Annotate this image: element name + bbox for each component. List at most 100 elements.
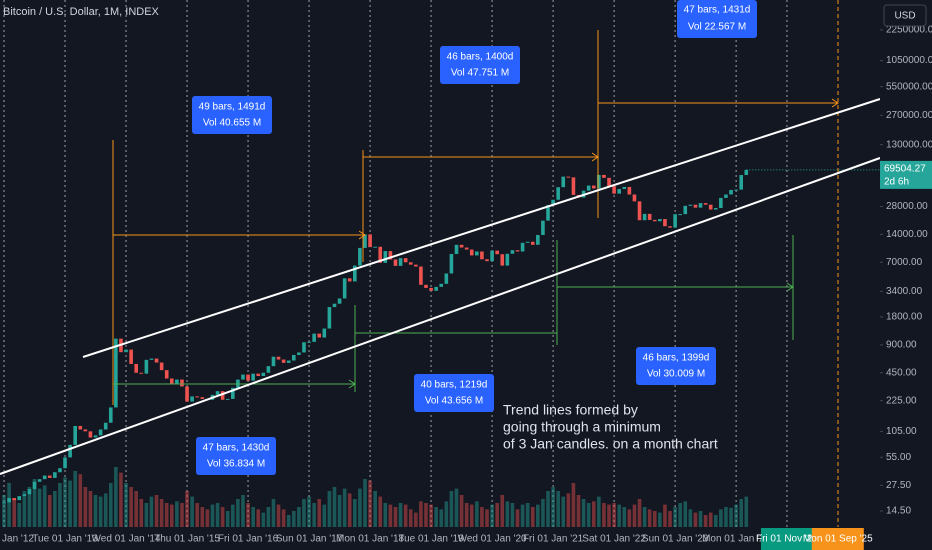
candle-body (32, 481, 37, 490)
candle-body (383, 251, 388, 263)
candle-body (261, 372, 266, 377)
y-tick-label: 130000.00 (886, 139, 932, 150)
measure-volume: Vol 36.834 M (207, 459, 265, 470)
candle-body (429, 287, 433, 291)
volume-bar (419, 501, 423, 527)
candle-body (27, 489, 32, 495)
volume-bar (297, 507, 301, 527)
candle-body (195, 396, 200, 398)
candle-body (561, 176, 566, 188)
last-price-tag (880, 160, 932, 189)
x-tick-label: Fri 01 Jan '16 (218, 534, 279, 545)
candle-body (525, 241, 530, 243)
volume-bar (658, 512, 662, 527)
volume-bar (403, 504, 408, 527)
x-tick-label: Tue 01 Jan '19 (398, 534, 464, 545)
currency-label[interactable]: USD (894, 11, 915, 22)
volume-bar (622, 507, 627, 527)
candle-body (159, 362, 164, 371)
volume-bar (276, 504, 281, 527)
volume-bar (286, 515, 291, 527)
volume-bar (469, 504, 474, 527)
volume-bar (485, 509, 489, 527)
volume-bar (363, 479, 367, 527)
volume-bar (505, 501, 510, 527)
x-tick-highlight (760, 528, 813, 550)
candle-body (78, 425, 83, 430)
candle-body (98, 429, 103, 436)
candle-body (419, 266, 423, 285)
x-tick-label: Tue 01 Jan '13 (32, 534, 98, 545)
candle-body (322, 328, 327, 338)
candle-body (708, 204, 713, 210)
candle-body (103, 422, 108, 430)
trend-line (82, 98, 881, 358)
volume-bar (703, 515, 708, 527)
volume-bar (114, 467, 118, 527)
candle-body (500, 254, 505, 266)
candle-body (424, 284, 428, 288)
volume-bar (556, 491, 560, 527)
candle-body (307, 341, 311, 343)
y-tick-label: 7000.00 (886, 257, 923, 268)
x-tick-label: Jan '12 (2, 534, 34, 545)
candle-body (286, 360, 291, 363)
candle-body (490, 250, 494, 262)
candle-body (673, 214, 677, 228)
candle-body (632, 194, 637, 202)
volume-bar (739, 499, 744, 527)
candle-body (2, 502, 6, 504)
volume-bar (612, 503, 616, 527)
y-tick-label: 105.00 (886, 426, 917, 437)
candle-body (719, 197, 723, 209)
measure-box (196, 437, 276, 475)
candle-body (713, 208, 718, 210)
volume-bar (42, 485, 47, 527)
candle-body (678, 214, 682, 216)
volume-bar (93, 495, 98, 527)
candle-body (622, 186, 627, 190)
x-tick-highlight (811, 528, 864, 550)
currency-button[interactable] (883, 4, 927, 27)
candle-body (347, 278, 352, 282)
volume-bar (515, 509, 520, 527)
candle-body (693, 204, 698, 208)
x-tick-label: Sun 01 Jan '17 (276, 534, 343, 545)
volume-bar (322, 504, 327, 527)
volume-bar (73, 471, 77, 527)
candle-body (139, 372, 144, 374)
candle-body (388, 251, 393, 260)
volume-bar (12, 499, 16, 527)
candle-body (154, 358, 159, 363)
candle-body (668, 226, 672, 228)
volume-bar (58, 483, 62, 527)
candle-body (124, 349, 128, 353)
candle-body (129, 349, 133, 364)
chart-title: Bitcoin / U.S. Dollar, 1M, INDEX (3, 6, 160, 18)
volume-bar (708, 512, 713, 527)
volume-bar (2, 495, 6, 527)
candle-body (566, 176, 571, 178)
volume-bar (17, 503, 22, 527)
volume-bar (27, 487, 32, 527)
candle-body (17, 496, 22, 501)
candle-body (627, 186, 632, 195)
measure-volume: Vol 40.655 M (203, 118, 261, 129)
x-tick-label: Wed 01 Jan '14 (92, 534, 161, 545)
candle-body (68, 444, 72, 458)
volume-bar (149, 496, 154, 527)
candle-body (724, 194, 728, 198)
volume-bar (495, 503, 499, 527)
volume-bar (124, 483, 128, 527)
volume-bar (129, 487, 133, 527)
volume-bar (347, 493, 352, 527)
volume-bar (144, 503, 149, 527)
candle-body (175, 379, 179, 385)
candle-body (469, 249, 474, 256)
candle-body (271, 356, 276, 367)
volume-bar (358, 488, 362, 527)
countdown-label: 2d 6h (884, 177, 909, 188)
volume-bar (566, 493, 571, 527)
candle-body (571, 177, 576, 195)
x-tick-label: Fri 01 Jan '21 (523, 534, 584, 545)
